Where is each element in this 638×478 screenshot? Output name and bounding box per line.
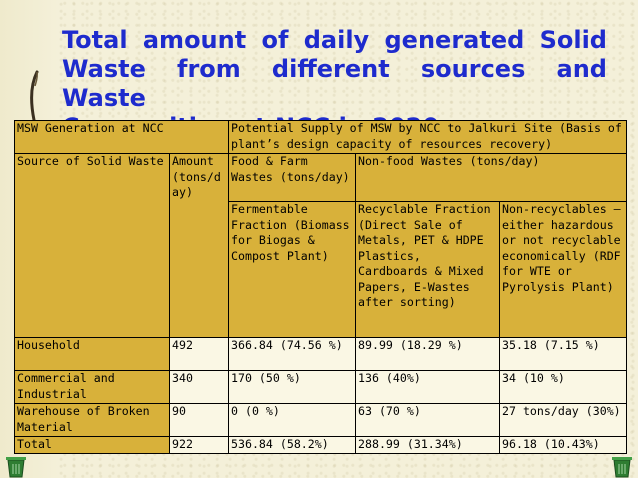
row-recyclable: 288.99 (31.34%) (355, 436, 500, 454)
row-source: Commercial and Industrial (14, 370, 170, 404)
table-row: Commercial and Industrial 340 170 (50 %)… (14, 370, 628, 404)
row-amount: 492 (169, 337, 229, 371)
title-line-2: Waste from different sources and Waste (62, 55, 607, 112)
row-source: Warehouse of Broken Material (14, 403, 170, 437)
amount-header: Amount (tons/day) (169, 153, 229, 338)
table-row: Warehouse of Broken Material 90 0 (0 %) … (14, 403, 628, 437)
row-source: Total (14, 436, 170, 454)
nonfood-wastes-header: Non-food Wastes (tons/day) (354, 153, 628, 202)
slide-title: Total amount of daily generated Solid Wa… (62, 26, 607, 142)
row-nonrecyclable: 35.18 (7.15 %) (498, 337, 628, 371)
potential-supply-header: Potential Supply of MSW by NCC to Jalkur… (227, 120, 628, 154)
recycle-bin-icon (6, 457, 26, 478)
row-nonrecyclable: 96.18 (10.43%) (498, 436, 628, 454)
recycle-bin-icon-right (612, 457, 632, 478)
row-nonrecyclable: 27 tons/day (30%) (498, 403, 628, 437)
title-line-1: Total amount of daily generated Solid (62, 26, 607, 54)
source-header: Source of Solid Waste (14, 153, 170, 338)
row-amount: 922 (169, 436, 229, 454)
row-source: Household (14, 337, 170, 371)
row-recyclable: 136 (40%) (355, 370, 500, 404)
row-fermentable: 366.84 (74.56 %) (228, 337, 356, 371)
fermentable-header: Fermentable Fraction (Biomass for Biogas… (228, 201, 356, 338)
recyclable-header: Recyclable Fraction (Direct Sale of Meta… (355, 201, 500, 338)
row-amount: 340 (169, 370, 229, 404)
row-fermentable: 170 (50 %) (228, 370, 356, 404)
msw-generation-header: MSW Generation at NCC (14, 120, 229, 154)
table-row: Household 492 366.84 (74.56 %) 89.99 (18… (14, 337, 628, 371)
food-wastes-header: Food & Farm Wastes (tons/day) (228, 153, 356, 202)
row-recyclable: 89.99 (18.29 %) (355, 337, 500, 371)
msw-table: MSW Generation at NCC Potential Supply o… (14, 120, 628, 454)
decorative-stick-icon (30, 70, 39, 122)
row-fermentable: 536.84 (58.2%) (228, 436, 356, 454)
row-recyclable: 63 (70 %) (355, 403, 500, 437)
table-row-total: Total 922 536.84 (58.2%) 288.99 (31.34%)… (14, 436, 628, 454)
row-fermentable: 0 (0 %) (228, 403, 356, 437)
row-amount: 90 (169, 403, 229, 437)
row-nonrecyclable: 34 (10 %) (498, 370, 628, 404)
nonrecyclable-header: Non-recyclables – either hazardous or no… (498, 201, 628, 338)
